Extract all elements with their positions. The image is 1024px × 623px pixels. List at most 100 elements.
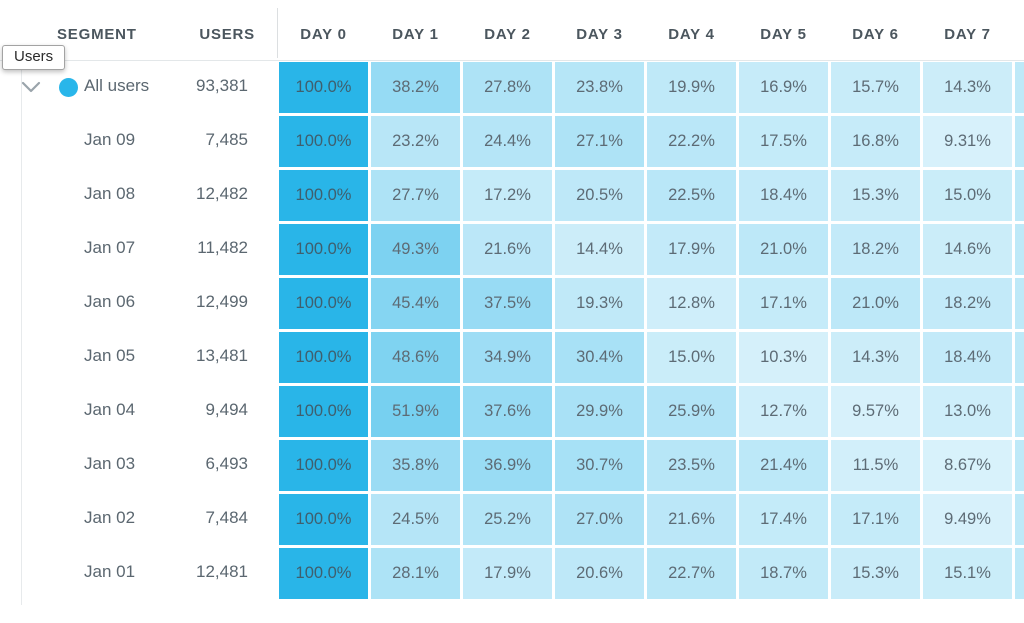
chevron-down-icon[interactable]: [20, 79, 42, 95]
retention-cell[interactable]: 100.0%: [279, 494, 368, 545]
retention-cell[interactable]: 100.0%: [279, 332, 368, 383]
retention-cell[interactable]: 23.2%: [371, 116, 460, 167]
retention-cell[interactable]: 21.6%: [463, 224, 552, 275]
retention-cell[interactable]: 28.1%: [371, 548, 460, 599]
retention-cell[interactable]: 9.57%: [831, 386, 920, 437]
retention-cell[interactable]: 13.0%: [923, 386, 1012, 437]
retention-cell[interactable]: 19.9%: [647, 62, 736, 113]
retention-cell[interactable]: 14.4%: [555, 224, 644, 275]
retention-cell[interactable]: 11.5%: [831, 440, 920, 491]
retention-cell[interactable]: 18.7%: [739, 548, 828, 599]
segment-label: Jan 08: [84, 184, 136, 203]
retention-cell[interactable]: 9.31%: [923, 116, 1012, 167]
retention-cell[interactable]: 23.8%: [555, 62, 644, 113]
retention-cell[interactable]: 18.4%: [923, 332, 1012, 383]
retention-cell[interactable]: 17.9%: [463, 548, 552, 599]
retention-cell-cutoff[interactable]: [1015, 440, 1024, 491]
retention-cell[interactable]: 37.6%: [463, 386, 552, 437]
retention-cell[interactable]: 30.7%: [555, 440, 644, 491]
segment-cell: Jan 08 12,482: [0, 170, 279, 221]
retention-cell[interactable]: 17.4%: [739, 494, 828, 545]
retention-cell[interactable]: 17.1%: [831, 494, 920, 545]
retention-cell[interactable]: 21.0%: [739, 224, 828, 275]
retention-cell[interactable]: 48.6%: [371, 332, 460, 383]
retention-cell[interactable]: 12.7%: [739, 386, 828, 437]
retention-cell-cutoff[interactable]: [1015, 224, 1024, 275]
retention-cell[interactable]: 19.3%: [555, 278, 644, 329]
retention-cell-cutoff[interactable]: [1015, 62, 1024, 113]
retention-cell[interactable]: 14.6%: [923, 224, 1012, 275]
retention-cell[interactable]: 38.2%: [371, 62, 460, 113]
retention-cell[interactable]: 17.1%: [739, 278, 828, 329]
retention-cell[interactable]: 16.9%: [739, 62, 828, 113]
retention-cell[interactable]: 100.0%: [279, 278, 368, 329]
retention-cell[interactable]: 15.3%: [831, 548, 920, 599]
retention-cell[interactable]: 21.0%: [831, 278, 920, 329]
retention-cell[interactable]: 24.5%: [371, 494, 460, 545]
retention-cell[interactable]: 15.0%: [923, 170, 1012, 221]
tree-indent-line: [21, 62, 22, 605]
retention-cell[interactable]: 21.4%: [739, 440, 828, 491]
retention-cell[interactable]: 34.9%: [463, 332, 552, 383]
retention-cell[interactable]: 14.3%: [923, 62, 1012, 113]
segment-cell: Jan 04 9,494: [0, 386, 279, 437]
segment-label: Jan 09: [84, 130, 136, 149]
retention-cell[interactable]: 10.3%: [739, 332, 828, 383]
retention-cell-cutoff[interactable]: [1015, 116, 1024, 167]
retention-cell[interactable]: 22.5%: [647, 170, 736, 221]
retention-cell[interactable]: 12.8%: [647, 278, 736, 329]
retention-cell[interactable]: 22.7%: [647, 548, 736, 599]
retention-cell[interactable]: 100.0%: [279, 62, 368, 113]
retention-cell[interactable]: 35.8%: [371, 440, 460, 491]
retention-cell[interactable]: 27.7%: [371, 170, 460, 221]
retention-cell[interactable]: 25.9%: [647, 386, 736, 437]
retention-cell-cutoff[interactable]: [1015, 332, 1024, 383]
retention-cell[interactable]: 15.0%: [647, 332, 736, 383]
retention-cell-cutoff[interactable]: [1015, 386, 1024, 437]
retention-cell-cutoff[interactable]: [1015, 494, 1024, 545]
retention-cell[interactable]: 27.0%: [555, 494, 644, 545]
retention-cell[interactable]: 100.0%: [279, 548, 368, 599]
retention-cell[interactable]: 22.2%: [647, 116, 736, 167]
retention-cell[interactable]: 100.0%: [279, 224, 368, 275]
retention-cell[interactable]: 49.3%: [371, 224, 460, 275]
retention-cell[interactable]: 18.4%: [739, 170, 828, 221]
retention-cell[interactable]: 37.5%: [463, 278, 552, 329]
retention-cell[interactable]: 29.9%: [555, 386, 644, 437]
retention-cell[interactable]: 8.67%: [923, 440, 1012, 491]
retention-cell-cutoff[interactable]: [1015, 548, 1024, 599]
retention-cell[interactable]: 17.9%: [647, 224, 736, 275]
retention-cell-cutoff[interactable]: [1015, 170, 1024, 221]
retention-cell-cutoff[interactable]: [1015, 278, 1024, 329]
retention-cell[interactable]: 16.8%: [831, 116, 920, 167]
retention-cell[interactable]: 100.0%: [279, 170, 368, 221]
retention-cell[interactable]: 30.4%: [555, 332, 644, 383]
retention-cell[interactable]: 45.4%: [371, 278, 460, 329]
retention-cell[interactable]: 23.5%: [647, 440, 736, 491]
retention-cell[interactable]: 21.6%: [647, 494, 736, 545]
retention-cell[interactable]: 18.2%: [923, 278, 1012, 329]
retention-cell[interactable]: 17.2%: [463, 170, 552, 221]
retention-cell[interactable]: 100.0%: [279, 116, 368, 167]
retention-cell[interactable]: 100.0%: [279, 440, 368, 491]
users-count: 12,499: [196, 292, 248, 311]
retention-cell[interactable]: 20.6%: [555, 548, 644, 599]
retention-cell[interactable]: 15.7%: [831, 62, 920, 113]
retention-cell[interactable]: 9.49%: [923, 494, 1012, 545]
retention-cell[interactable]: 15.3%: [831, 170, 920, 221]
retention-cell[interactable]: 18.2%: [831, 224, 920, 275]
retention-cell[interactable]: 27.1%: [555, 116, 644, 167]
cohort-row: All users 93,381 100.0% 38.2% 27.8% 23.8% 19.9…: [0, 62, 1024, 113]
retention-cell[interactable]: 27.8%: [463, 62, 552, 113]
retention-cell[interactable]: 36.9%: [463, 440, 552, 491]
retention-cell[interactable]: 17.5%: [739, 116, 828, 167]
retention-cell[interactable]: 14.3%: [831, 332, 920, 383]
retention-cell[interactable]: 20.5%: [555, 170, 644, 221]
retention-cell[interactable]: 24.4%: [463, 116, 552, 167]
users-count: 93,381: [196, 76, 248, 95]
retention-cell[interactable]: 15.1%: [923, 548, 1012, 599]
retention-cell[interactable]: 51.9%: [371, 386, 460, 437]
retention-cell[interactable]: 25.2%: [463, 494, 552, 545]
retention-cell[interactable]: 100.0%: [279, 386, 368, 437]
